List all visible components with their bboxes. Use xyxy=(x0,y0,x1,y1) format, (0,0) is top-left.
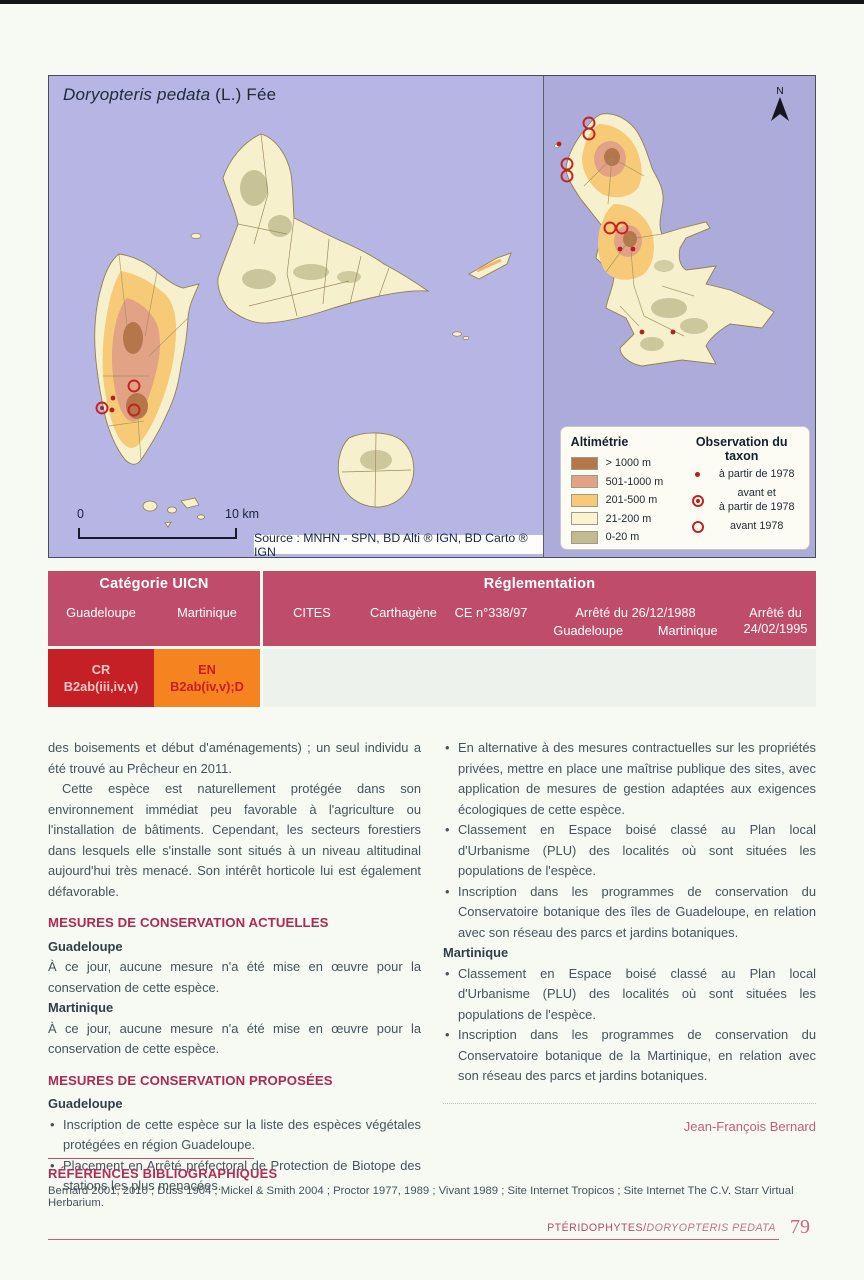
uicn-header: Catégorie UICN xyxy=(99,575,209,592)
altimetry-swatch xyxy=(570,493,598,507)
scale-zero-label: 0 xyxy=(77,507,84,521)
text-column-left: des boisements et début d'aménagements) … xyxy=(48,738,421,1197)
col-arrete-1995: Arrêté du 24/02/1995 xyxy=(743,605,808,636)
uicn-code: EN xyxy=(198,661,216,677)
bullet-list: Inscription de cette espèce sur la liste… xyxy=(48,1115,421,1197)
list-item: Inscription de cette espèce sur la liste… xyxy=(48,1115,421,1156)
uicn-criteria: B2ab(iv,v);D xyxy=(170,679,244,694)
list-item: Inscription dans les programmes de conse… xyxy=(443,1025,816,1087)
uicn-code: CR xyxy=(91,661,111,677)
altimetry-swatch xyxy=(570,512,598,526)
author-name: Jean-François Bernard xyxy=(683,1118,816,1134)
bullet-list: En alternative à des mesures contractuel… xyxy=(443,738,816,943)
north-arrow: N xyxy=(769,86,791,128)
reglementation-header-block: Réglementation CITES Carthagène CE n°338… xyxy=(263,571,816,646)
map-source: Source : MNHN - SPN, BD Alti ® IGN, BD C… xyxy=(254,531,543,559)
list-item: Classement en Espace boisé classé au Pla… xyxy=(443,964,816,1026)
footer-species: DORYOPTERIS PEDATA xyxy=(646,1222,776,1234)
observation-title: Observation du taxon xyxy=(695,435,788,463)
list-item: En alternative à des mesures contractuel… xyxy=(443,738,816,820)
uicn-status-martinique: EN B2ab(iv,v);D xyxy=(154,649,260,707)
scan-top-edge xyxy=(0,0,864,4)
bullet-list: Classement en Espace boisé classé au Pla… xyxy=(443,964,816,1087)
paragraph: Cette espèce est naturellement protégée … xyxy=(48,781,421,899)
list-item: Placement en Arrêté préfectoral de Prote… xyxy=(48,1156,421,1197)
reglementation-header: Réglementation xyxy=(483,575,596,592)
distribution-map-figure: Doryopteris pedata (L.) Fée 0 10 km Sour… xyxy=(48,75,816,559)
map-legend: Altimétrie > 1000 m 501-1000 m 201-500 m xyxy=(559,426,810,550)
uicn-col-guadeloupe: Guadeloupe xyxy=(66,605,136,620)
uicn-header-block: Catégorie UICN Guadeloupe Martinique xyxy=(48,571,260,646)
scale-bar: 0 10 km xyxy=(77,507,287,551)
martinique-observation-markers xyxy=(556,116,676,335)
section-heading-mesures-actuelles: MESURES DE CONSERVATION ACTUELLES xyxy=(48,915,329,930)
map-panel-martinique: N Altimétrie > 1000 m 501-1000 m xyxy=(543,76,815,557)
altimetry-swatch xyxy=(570,456,598,470)
footer-section: PTÉRIDOPHYTES xyxy=(547,1222,644,1234)
martinique-map xyxy=(553,113,775,367)
scale-distance-label: 10 km xyxy=(225,507,260,521)
species-authority: (L.) Fée xyxy=(210,85,277,104)
references-text: Bernard 2001, 2010 ; Duss 1904 ; Mickel … xyxy=(48,1185,794,1209)
legend-item: 21-200 m xyxy=(570,510,683,529)
north-arrow-icon xyxy=(771,97,789,121)
legend-item: > 1000 m xyxy=(570,454,683,473)
altimetry-legend: Altimétrie > 1000 m 501-1000 m 201-500 m xyxy=(570,435,683,544)
paragraph: des boisements et début d'aménagements) … xyxy=(48,740,421,776)
guadeloupe-label: Guadeloupe xyxy=(48,1096,123,1111)
north-label: N xyxy=(776,86,784,97)
paragraph: À ce jour, aucune mesure n'a été mise en… xyxy=(48,959,421,995)
legend-item: 501-1000 m xyxy=(570,473,683,492)
guadeloupe-label: Guadeloupe xyxy=(48,938,123,954)
species-name: Doryopteris pedata xyxy=(63,85,211,104)
col-cites: CITES xyxy=(293,605,331,620)
scale-bar-graphic xyxy=(78,528,237,539)
col-carthagene: Carthagène xyxy=(370,605,437,620)
arrete-1988-guadeloupe: Guadeloupe xyxy=(553,623,624,638)
references-heading: RÉFÉRENCES BIBLIOGRAPHIQUES xyxy=(48,1166,278,1181)
col-arrete-1988: Arrêté du 26/12/1988 Guadeloupe Martiniq… xyxy=(553,605,718,638)
section-heading-mesures-proposees: MESURES DE CONSERVATION PROPOSÉES xyxy=(48,1072,333,1088)
uicn-status-guadeloupe: CR B2ab(iii,iv,v) xyxy=(48,649,154,707)
map-panel-guadeloupe: Doryopteris pedata (L.) Fée 0 10 km Sour… xyxy=(49,76,544,559)
running-footer: PTÉRIDOPHYTES/DORYOPTERIS PEDATA xyxy=(547,1222,776,1234)
page-number: 79 xyxy=(790,1216,810,1238)
text-column-right: En alternative à des mesures contractuel… xyxy=(443,738,816,1137)
col-ce-338-97: CE n°338/97 xyxy=(454,605,528,620)
author-separator xyxy=(443,1102,816,1104)
martinique-label: Martinique xyxy=(443,945,509,960)
legend-item: 201-500 m xyxy=(570,491,683,510)
legend-item: avant 1978 xyxy=(683,520,801,534)
list-item: Inscription dans les programmes de conse… xyxy=(443,882,816,944)
references-section: RÉFÉRENCES BIBLIOGRAPHIQUES Bernard 2001… xyxy=(48,1158,816,1209)
arrete-1988-martinique: Martinique xyxy=(657,623,718,638)
legend-item: à partir de 1978 xyxy=(683,468,801,481)
observation-legend: Observation du taxon à partir de 1978 av… xyxy=(683,435,801,543)
list-item: Classement en Espace boisé classé au Pla… xyxy=(443,820,816,882)
map-title: Doryopteris pedata (L.) Fée xyxy=(63,85,276,105)
uicn-col-martinique: Martinique xyxy=(177,605,237,620)
paragraph: À ce jour, aucune mesure n'a été mise en… xyxy=(48,1020,421,1057)
martinique-label: Martinique xyxy=(48,1000,114,1015)
altimetry-swatch xyxy=(570,475,598,489)
guadeloupe-map xyxy=(94,133,512,528)
circle-marker-icon xyxy=(683,521,713,534)
reglementation-empty-cell xyxy=(263,649,816,707)
status-table: Catégorie UICN Guadeloupe Martinique Rég… xyxy=(48,571,816,707)
footer-rule xyxy=(48,1239,779,1240)
legend-item: avant et à partir de 1978 xyxy=(683,487,801,514)
references-rule xyxy=(48,1158,254,1159)
dot-marker-icon xyxy=(683,472,713,478)
uicn-criteria: B2ab(iii,iv,v) xyxy=(63,679,139,694)
altimetry-title: Altimétrie xyxy=(570,435,629,449)
dot-circle-marker-icon xyxy=(683,494,713,507)
altimetry-swatch xyxy=(570,530,598,544)
legend-item: 0-20 m xyxy=(570,528,683,547)
guadeloupe-observation-markers xyxy=(95,379,141,417)
